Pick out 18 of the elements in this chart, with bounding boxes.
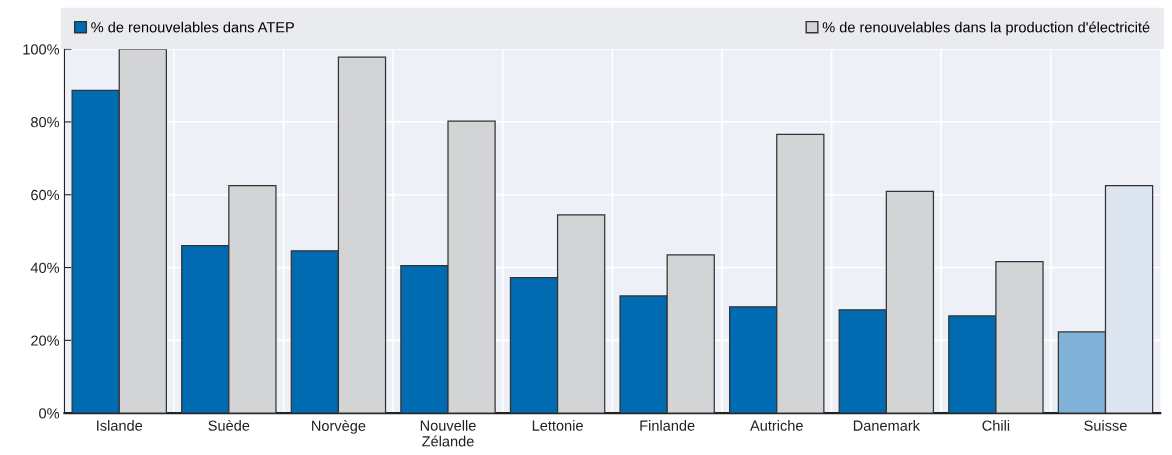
- x-tick-label: Suisse: [1084, 420, 1127, 431]
- y-tick-label: 40%: [30, 262, 60, 273]
- y-tick-label: 0%: [39, 408, 60, 419]
- legend-label: % de renouvelables dans la production d'électricité: [822, 21, 1150, 36]
- x-tick-label: Lettonie: [532, 420, 583, 431]
- x-tick-label: Danemark: [853, 420, 920, 431]
- legend-label: % de renouvelables dans ATEP: [91, 21, 294, 33]
- x-tick-label: Autriche: [750, 420, 803, 431]
- x-tick-label: Chili: [982, 420, 1010, 431]
- y-tick-label: 60%: [31, 189, 60, 201]
- x-tick-label: Finlande: [640, 420, 695, 431]
- x-tick-label: Nouvelle Zélande: [420, 420, 476, 447]
- x-tick-label: Norvège: [312, 420, 366, 434]
- y-tick-label: 20%: [31, 335, 60, 346]
- y-tick-label: 100%: [23, 44, 60, 55]
- x-tick-label: Suède: [208, 419, 250, 431]
- y-tick-label: 80%: [31, 117, 60, 128]
- x-tick-label: Islande: [97, 420, 143, 431]
